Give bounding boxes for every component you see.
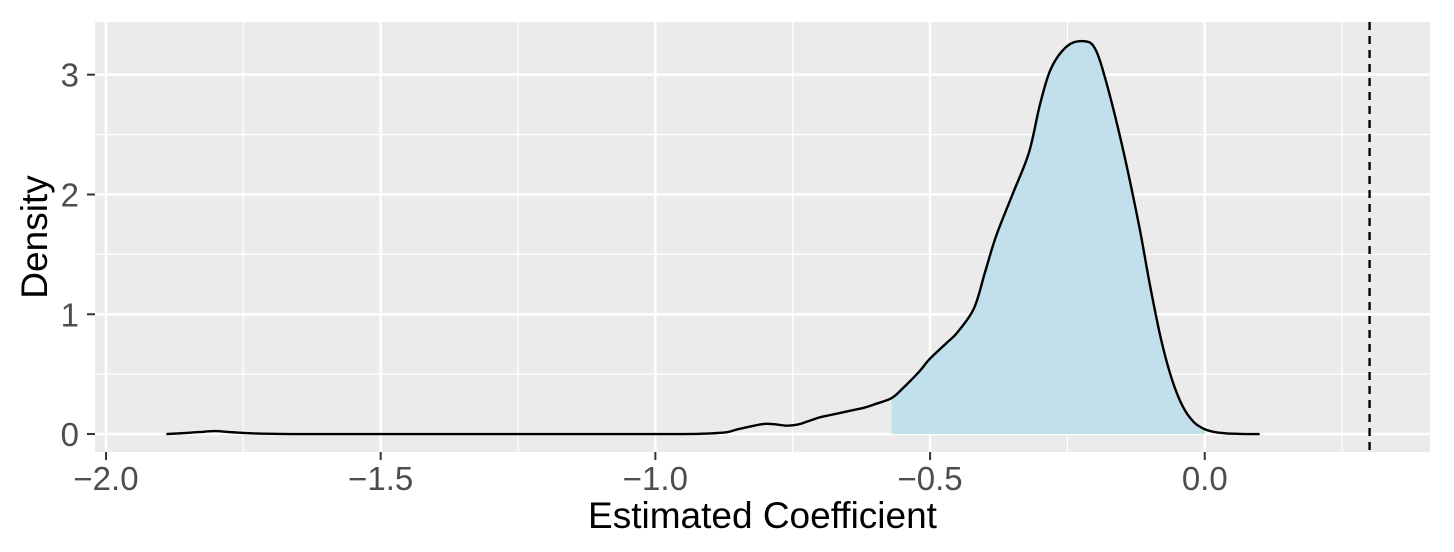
density-curve [166, 39, 1260, 436]
y-tick-label: 2 [61, 176, 79, 213]
minor-gridlines [95, 22, 1430, 452]
y-tick-label: 1 [61, 296, 79, 333]
y-axis: 0 1 2 3 [61, 57, 95, 453]
y-tick-label: 0 [61, 416, 79, 453]
x-tick-label: −1.0 [623, 460, 688, 497]
plot-panel [95, 22, 1430, 452]
x-tick-label: −2.0 [73, 460, 138, 497]
x-tick-label: −1.5 [348, 460, 413, 497]
x-axis: −2.0 −1.5 −1.0 −0.5 0.0 [73, 452, 1228, 497]
x-tick-label: 0.0 [1182, 460, 1228, 497]
x-tick-label: −0.5 [897, 460, 962, 497]
x-axis-title: Estimated Coefficient [588, 495, 938, 536]
y-tick-label: 3 [61, 57, 79, 94]
y-axis-title: Density [14, 175, 55, 299]
shaded-density-area [891, 41, 1205, 435]
